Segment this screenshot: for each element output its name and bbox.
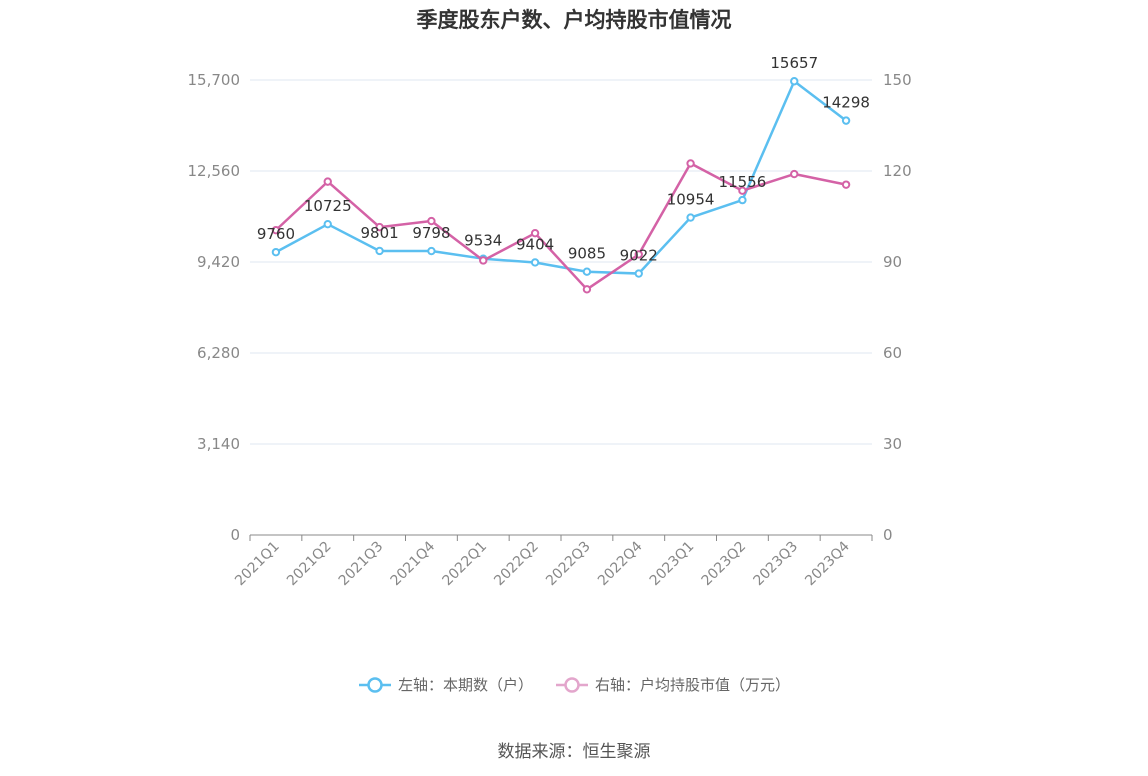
data-label: 9798 bbox=[412, 224, 450, 242]
data-point bbox=[427, 216, 436, 226]
data-labels: 9760 10725 9801 9798 9534 9404 9085 9022 1095411… bbox=[257, 54, 870, 264]
legend: 左轴：本期数（户） 右轴：户均持股市值（万元） bbox=[0, 674, 1148, 695]
data-point bbox=[790, 169, 799, 179]
chart-title: 季度股东户数、户均持股市值情况 bbox=[416, 8, 732, 32]
data-point bbox=[686, 159, 695, 168]
data-point bbox=[582, 285, 592, 294]
y-right-tick-label: 120 bbox=[883, 162, 912, 180]
axes: 0 0 3,140 30 6,280 60 9,420 90 12,560 120 15,700 15… bbox=[188, 71, 912, 589]
data-label: 14298 bbox=[822, 94, 870, 112]
data-point bbox=[530, 228, 540, 238]
x-tick-label: 2021Q1 bbox=[232, 539, 283, 590]
legend-item-left-series[interactable]: 左轴：本期数（户） bbox=[358, 674, 533, 695]
data-point bbox=[738, 195, 747, 205]
data-point bbox=[375, 222, 384, 232]
data-point bbox=[582, 267, 592, 276]
data-point bbox=[271, 247, 281, 257]
y-left-tick-label: 6,280 bbox=[197, 344, 240, 362]
x-tick-label: 2023Q3 bbox=[750, 539, 801, 590]
y-left-tick-label: 15,700 bbox=[188, 71, 241, 89]
data-point bbox=[271, 225, 281, 235]
data-label: 9404 bbox=[516, 235, 554, 253]
legend-marker-icon bbox=[556, 676, 588, 693]
data-label: 10954 bbox=[667, 191, 715, 209]
data-label: 9760 bbox=[257, 225, 295, 243]
legend-label-left-series: 左轴：本期数（户） bbox=[397, 676, 533, 694]
x-tick-label: 2022Q3 bbox=[543, 539, 594, 590]
data-label: 9801 bbox=[360, 224, 398, 242]
y-right-tick-label: 30 bbox=[883, 435, 902, 453]
y-left-tick-label: 0 bbox=[230, 526, 240, 544]
data-point bbox=[530, 258, 540, 267]
series-line-left bbox=[275, 79, 847, 275]
x-tick-label: 2022Q1 bbox=[439, 539, 490, 590]
data-label: 9022 bbox=[620, 247, 658, 265]
data-point bbox=[790, 77, 799, 86]
data-label: 11556 bbox=[719, 173, 767, 191]
legend-item-right-series[interactable]: 右轴：户均持股市值（万元） bbox=[555, 674, 790, 695]
data-label: 9534 bbox=[464, 232, 502, 250]
source-note: 数据来源：恒生聚源 bbox=[497, 742, 651, 762]
data-point bbox=[634, 250, 643, 259]
x-tick-label: 2023Q4 bbox=[802, 538, 853, 589]
data-point bbox=[375, 246, 384, 256]
x-tick-label: 2022Q2 bbox=[491, 539, 542, 590]
y-right-tick-label: 90 bbox=[883, 253, 902, 271]
x-tick-label: 2023Q2 bbox=[699, 539, 750, 590]
data-point bbox=[427, 246, 436, 256]
y-right-tick-label: 60 bbox=[883, 344, 902, 362]
data-label: 9085 bbox=[568, 245, 606, 263]
data-point bbox=[841, 180, 851, 189]
y-left-tick-label: 9,420 bbox=[197, 253, 240, 271]
y-left-tick-label: 3,140 bbox=[197, 435, 240, 453]
data-point bbox=[738, 186, 747, 195]
series-lines bbox=[271, 77, 851, 294]
data-point bbox=[323, 177, 332, 186]
data-point bbox=[841, 116, 851, 125]
y-right-tick-label: 150 bbox=[883, 71, 912, 89]
data-point bbox=[323, 219, 332, 229]
legend-marker-icon bbox=[358, 676, 391, 693]
data-point bbox=[479, 256, 488, 265]
data-label: 15657 bbox=[770, 54, 818, 72]
x-tick-label: 2023Q1 bbox=[647, 539, 698, 590]
data-point bbox=[634, 269, 643, 278]
x-tick-label: 2021Q3 bbox=[336, 539, 387, 590]
legend-label-right-series: 右轴：户均持股市值（万元） bbox=[595, 676, 791, 694]
x-tick-label: 2021Q4 bbox=[388, 538, 439, 589]
x-tick-label: 2022Q4 bbox=[595, 538, 646, 589]
y-right-tick-label: 0 bbox=[883, 526, 893, 544]
series-line-right bbox=[275, 162, 847, 291]
y-left-tick-label: 12,560 bbox=[188, 162, 241, 180]
x-tick-label: 2021Q2 bbox=[284, 539, 335, 590]
data-point bbox=[686, 213, 695, 222]
data-label: 10725 bbox=[304, 197, 352, 215]
